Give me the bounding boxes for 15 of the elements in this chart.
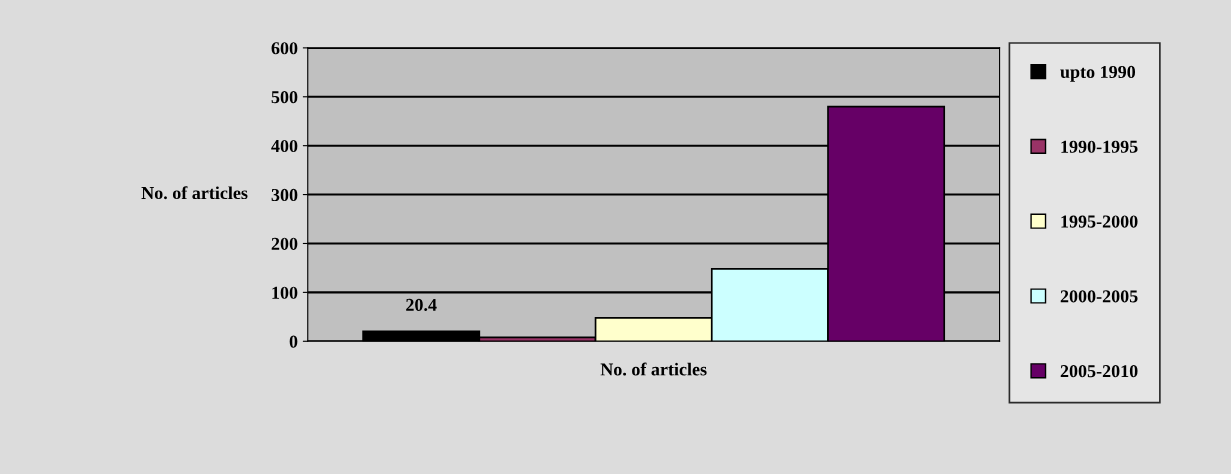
y-axis-title: No. of articles: [141, 186, 248, 200]
legend-label: 2005-2010: [1060, 365, 1138, 378]
y-tick-label: 500: [271, 91, 298, 104]
legend-label: 1990-1995: [1061, 140, 1138, 153]
y-tick-label: 100: [272, 286, 298, 299]
legend-label: 1995-2000: [1061, 215, 1138, 228]
y-tick-label: 200: [271, 237, 298, 250]
legend-label: upto 1990: [1060, 65, 1136, 82]
legend-label: 2000-2005: [1060, 290, 1138, 303]
y-tick-label: 400: [271, 139, 298, 153]
y-tick-label: 0: [289, 335, 298, 348]
x-axis-title: No. of articles: [600, 362, 707, 376]
y-tick-label: 600: [271, 42, 298, 55]
data-label: 20.4: [406, 298, 437, 312]
y-tick-label: 300: [271, 188, 298, 202]
